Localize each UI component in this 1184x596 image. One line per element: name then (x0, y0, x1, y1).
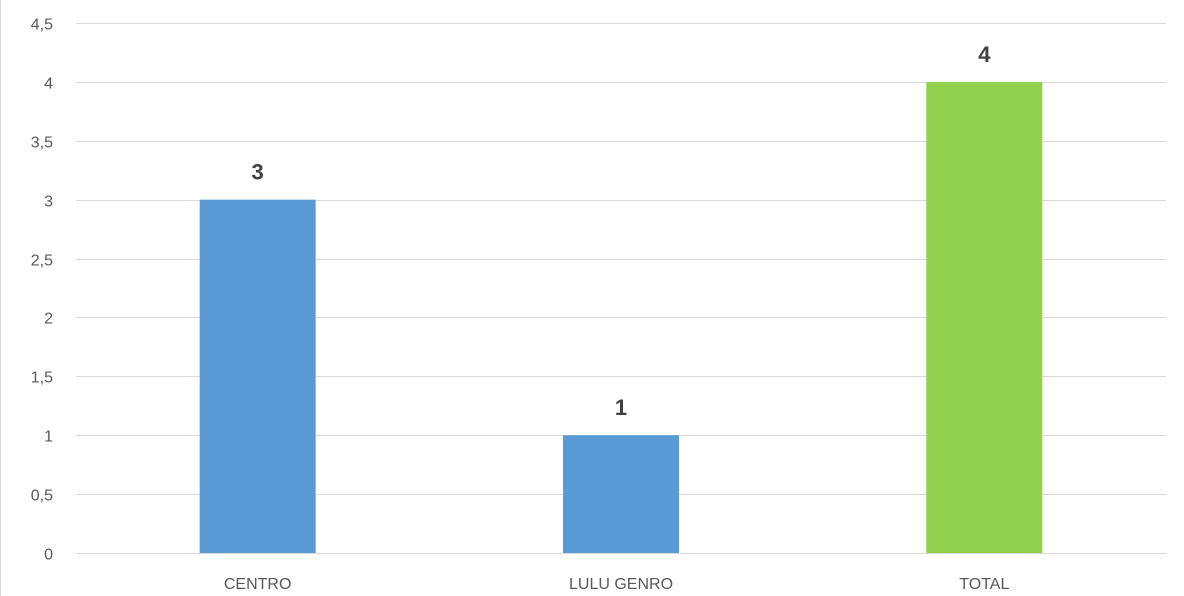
y-tick-label: 2 (44, 311, 53, 328)
y-tick-label: 2,5 (31, 253, 53, 270)
y-axis-ticks: 0 0,5 1 1,5 2 2,5 3 3,5 4 4,5 (31, 17, 53, 564)
y-tick-label: 1,5 (31, 370, 53, 387)
y-tick-label: 3,5 (31, 135, 53, 152)
data-label: 1 (615, 395, 627, 420)
x-category-label: TOTAL (959, 576, 1009, 593)
data-labels: 3 1 4 (252, 42, 992, 420)
y-tick-label: 4,5 (31, 17, 53, 34)
data-label: 3 (252, 160, 264, 185)
y-tick-label: 0 (44, 547, 53, 564)
bar (199, 199, 316, 553)
x-category-label: CENTRO (224, 576, 292, 593)
data-label: 4 (978, 42, 991, 67)
bars (199, 81, 1043, 553)
bar (926, 81, 1043, 553)
bar (563, 435, 679, 553)
y-tick-label: 0,5 (31, 488, 53, 505)
y-tick-label: 4 (44, 76, 53, 93)
y-tick-label: 3 (44, 194, 53, 211)
x-category-label: LULU GENRO (569, 576, 673, 593)
x-axis-ticks: CENTRO LULU GENRO TOTAL (224, 576, 1010, 593)
y-tick-label: 1 (44, 429, 53, 446)
